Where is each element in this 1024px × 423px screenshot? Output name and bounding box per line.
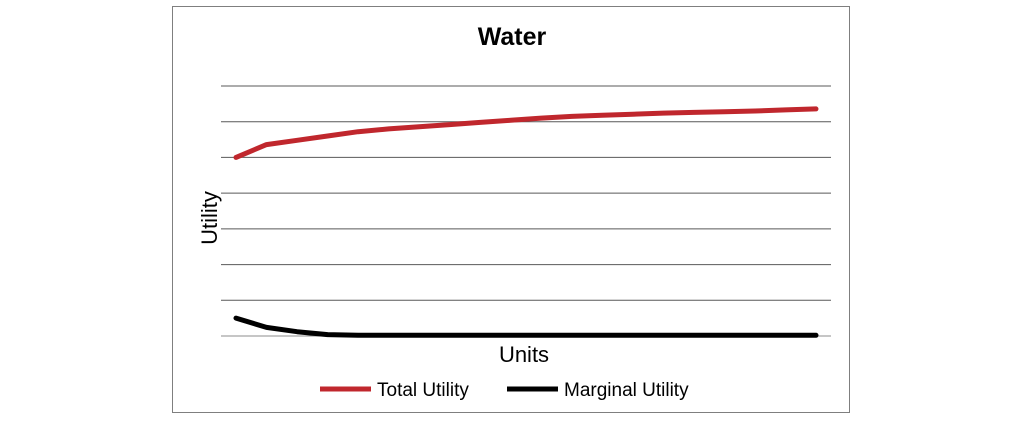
legend: Total Utility Marginal Utility	[320, 380, 689, 401]
utility-line-chart: Water Units Utility Total Utility Margin…	[197, 23, 831, 401]
series-lines	[233, 106, 819, 338]
chart-frame: Water Units Utility Total Utility Margin…	[172, 6, 850, 413]
gridlines	[221, 85, 831, 337]
series-line-marginal-utility	[233, 315, 819, 338]
x-axis-label: Units	[499, 342, 549, 367]
legend-label-marginal-utility: Marginal Utility	[564, 380, 689, 401]
legend-label-total-utility: Total Utility	[377, 380, 469, 401]
chart-title: Water	[478, 23, 547, 51]
y-axis-label: Utility	[197, 191, 222, 245]
series-line-total-utility	[233, 106, 819, 160]
